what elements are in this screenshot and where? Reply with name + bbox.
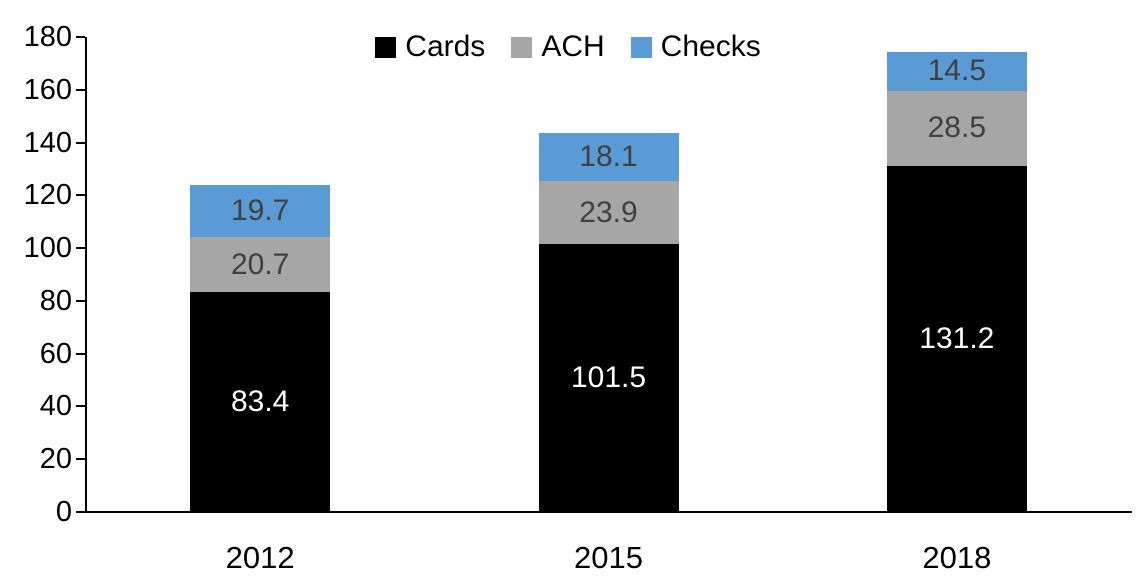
bar-segment-checks-2012: [190, 185, 331, 238]
legend-swatch-ach-icon: [511, 36, 533, 58]
legend-label-cards: Cards: [405, 30, 486, 63]
y-axis-tick: [76, 352, 85, 355]
legend-label-ach: ACH: [541, 30, 605, 63]
y-tick-label: 120: [23, 179, 72, 212]
legend-swatch-checks-icon: [630, 36, 652, 58]
y-axis-tick: [76, 194, 85, 197]
y-tick-label: 160: [23, 73, 72, 106]
x-tick-label: 2018: [922, 540, 992, 575]
y-axis-tick: [76, 36, 85, 38]
y-axis-tick: [76, 299, 85, 302]
y-axis-tick: [76, 141, 85, 144]
y-axis-tick: [76, 511, 85, 513]
y-axis-line: [85, 37, 87, 513]
y-axis-tick: [76, 88, 85, 91]
bar-segment-ach-2015: [538, 181, 679, 245]
legend-swatch-cards-icon: [375, 36, 397, 58]
x-axis-line: [85, 511, 1132, 513]
bar-segment-label: 19.7: [230, 194, 290, 228]
y-tick-label: 0: [55, 496, 72, 528]
x-tick-label: 2015: [574, 540, 643, 575]
y-axis-tick: [76, 405, 85, 408]
y-tick-label: 20: [39, 443, 72, 476]
y-tick-label: 100: [23, 232, 72, 265]
y-tick-label: 140: [23, 126, 72, 159]
bar-segment-label: 20.7: [230, 247, 290, 281]
bar-segment-label: 83.4: [230, 384, 290, 418]
legend-label-checks: Checks: [660, 30, 761, 63]
bar-segment-label: 18.1: [579, 140, 638, 174]
bar-segment-label: 28.5: [927, 111, 987, 145]
y-tick-label: 40: [39, 390, 72, 423]
y-axis-tick: [76, 247, 85, 250]
bar-segment-ach-2018: [886, 90, 1027, 166]
bar-segment-checks-2015: [538, 133, 679, 182]
y-tick-label: 80: [39, 284, 72, 317]
y-axis-tick: [76, 458, 85, 461]
bar-segment-cards-2012: [190, 291, 331, 512]
bar-segment-label: 131.2: [919, 321, 995, 355]
legend-item-ach: ACH: [511, 30, 605, 64]
y-tick-label: 60: [39, 337, 72, 370]
legend-item-checks: Checks: [630, 30, 761, 64]
bar-segment-cards-2018: [886, 165, 1027, 512]
bar-segment-label: 101.5: [570, 361, 647, 395]
bar-segment-ach-2012: [190, 237, 331, 292]
y-tick-label: 180: [23, 21, 72, 53]
x-tick-label: 2012: [225, 540, 295, 575]
bar-segment-cards-2015: [538, 244, 679, 512]
bar-segment-label: 23.9: [579, 195, 638, 229]
legend: Cards ACH Checks: [0, 30, 1136, 64]
bar-segment-label: 14.5: [927, 54, 987, 88]
legend-item-cards: Cards: [375, 30, 485, 64]
bar-segment-checks-2018: [886, 52, 1027, 91]
